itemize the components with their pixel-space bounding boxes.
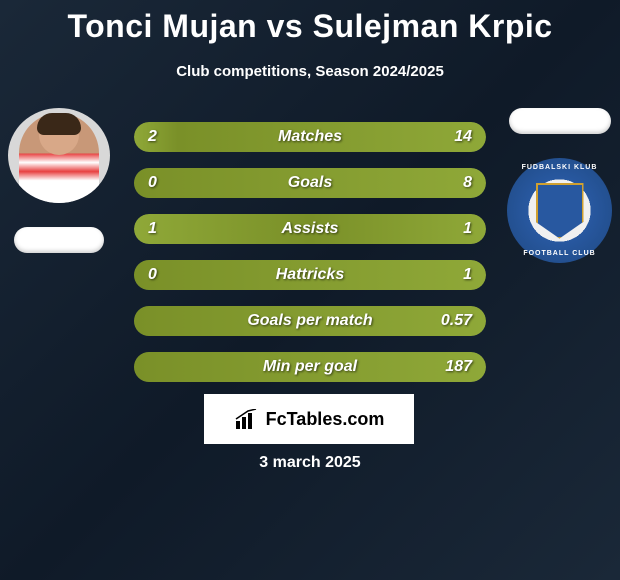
date-label: 3 march 2025 — [0, 454, 620, 472]
player-left-flag — [14, 227, 104, 253]
avatar-person-icon — [19, 113, 99, 203]
player-right-flag — [509, 108, 611, 134]
stat-right-value: 1 — [463, 220, 472, 238]
stats-container: 2 Matches 14 0 Goals 8 1 Assists 1 0 Hat… — [134, 122, 486, 398]
watermark-text: FcTables.com — [266, 409, 385, 430]
stat-row-goals: 0 Goals 8 — [134, 168, 486, 198]
club-badge-icon: FUDBALSKI KLUB FOOTBALL CLUB — [507, 158, 612, 263]
page-subtitle: Club competitions, Season 2024/2025 — [0, 63, 620, 80]
player-right-block: FUDBALSKI KLUB FOOTBALL CLUB — [507, 108, 612, 263]
player-left-avatar — [8, 108, 110, 203]
player-left-block — [8, 108, 110, 253]
watermark: FcTables.com — [204, 394, 414, 444]
badge-text-top: FUDBALSKI KLUB — [522, 164, 598, 171]
stat-right-value: 0.57 — [441, 312, 472, 330]
stat-label: Goals — [134, 174, 486, 192]
stat-label: Hattricks — [134, 266, 486, 284]
stat-label: Matches — [134, 128, 486, 146]
stat-right-value: 187 — [445, 358, 472, 376]
stat-row-assists: 1 Assists 1 — [134, 214, 486, 244]
stat-right-value: 14 — [454, 128, 472, 146]
stat-label: Min per goal — [134, 358, 486, 376]
stat-label: Goals per match — [134, 312, 486, 330]
stat-right-value: 1 — [463, 266, 472, 284]
stat-right-value: 8 — [463, 174, 472, 192]
page-title: Tonci Mujan vs Sulejman Krpic — [0, 0, 620, 45]
stat-label: Assists — [134, 220, 486, 238]
stat-row-matches: 2 Matches 14 — [134, 122, 486, 152]
stat-row-gpm: Goals per match 0.57 — [134, 306, 486, 336]
badge-text-bottom: FOOTBALL CLUB — [523, 250, 595, 257]
chart-icon — [234, 409, 260, 429]
stat-row-mpg: Min per goal 187 — [134, 352, 486, 382]
stat-row-hattricks: 0 Hattricks 1 — [134, 260, 486, 290]
